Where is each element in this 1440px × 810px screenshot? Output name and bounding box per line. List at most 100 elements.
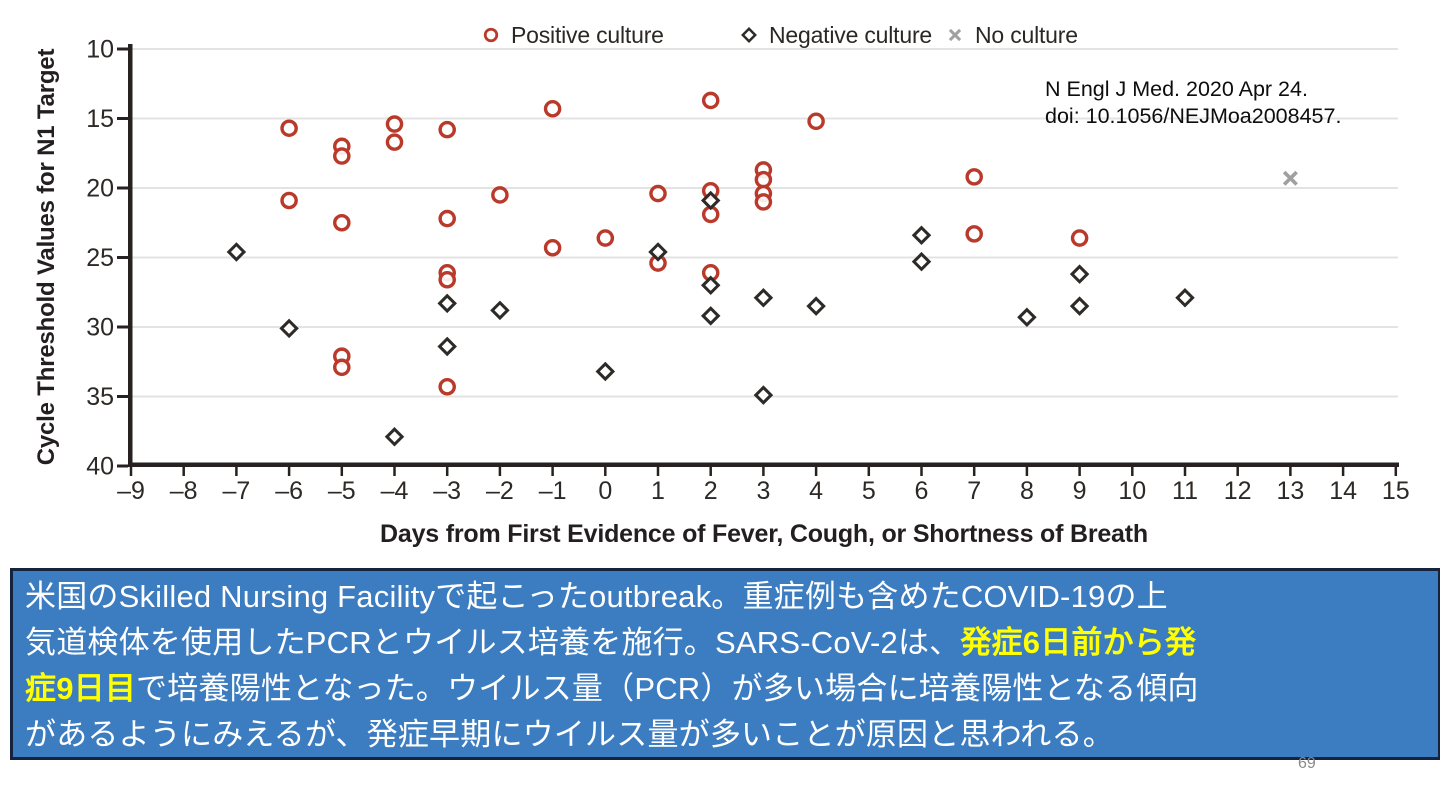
x-tick <box>1341 467 1345 476</box>
x-tick <box>762 467 765 476</box>
y-tick <box>117 464 128 468</box>
legend-label: Positive culture <box>511 21 664 48</box>
y-axis-line <box>128 44 133 467</box>
data-point-diamond <box>753 288 774 308</box>
y-tick-label: 35 <box>86 383 114 411</box>
x-tick <box>709 467 712 476</box>
x-tick-label: 2 <box>704 477 718 505</box>
data-point-circle <box>491 186 509 204</box>
x-tick <box>129 467 133 476</box>
data-point-circle <box>438 377 456 396</box>
data-point-diamond <box>1017 307 1037 328</box>
legend-item-no-culture: No culture <box>944 20 1078 50</box>
x-axis-line <box>128 462 1399 467</box>
open-diamond-icon <box>741 27 757 43</box>
data-point-diamond <box>911 251 932 272</box>
x-tick-label: 13 <box>1276 477 1304 505</box>
data-point-diamond <box>1175 288 1195 308</box>
data-point-diamond <box>700 190 721 211</box>
data-point-diamond <box>700 306 721 326</box>
caption-box: 米国のSkilled Nursing Facilityで起こったoutbreak… <box>10 568 1440 760</box>
caption-text: 気道検体を使用したPCRとウイルス培養を施行。SARS-CoV-2は、 <box>25 625 961 660</box>
data-point-circle <box>333 358 351 377</box>
caption-text: があるようにみえるが、発症早期にウイルス量が多いことが原因と思われる。 <box>25 717 1114 752</box>
x-tick-label: –4 <box>381 477 409 505</box>
y-tick <box>117 395 128 398</box>
x-tick <box>1394 467 1398 476</box>
legend-item-positive-culture: Positive culture <box>480 20 664 50</box>
data-point-diamond <box>648 242 668 262</box>
data-point-x <box>1282 170 1298 186</box>
caption-highlight-text: 症9日目 <box>25 671 137 706</box>
caption-line: 気道検体を使用したPCRとウイルス培養を施行。SARS-CoV-2は、発症6日前… <box>25 620 1438 666</box>
caption-highlight-text: 発症6日前から発 <box>960 625 1197 660</box>
data-point-circle <box>438 120 456 139</box>
x-tick-label: 1 <box>651 477 665 505</box>
data-point-circle <box>754 193 773 211</box>
data-point-diamond <box>437 293 457 314</box>
data-point-circle <box>438 270 456 289</box>
citation-line-1: N Engl J Med. 2020 Apr 24. <box>1045 77 1308 101</box>
x-tick-label: –1 <box>539 477 567 505</box>
data-point-circle <box>333 213 351 232</box>
x-tick <box>1183 467 1187 476</box>
data-point-circle <box>596 229 615 247</box>
y-tick-label: 40 <box>86 453 114 481</box>
data-point-circle <box>543 99 562 118</box>
x-tick-label: 9 <box>1073 477 1087 505</box>
caption-text: で培養陽性となった。ウイルス量（PCR）が多い場合に培養陽性となる傾向 <box>136 671 1199 706</box>
x-tick-label: 5 <box>862 477 876 505</box>
data-point-circle <box>333 147 351 165</box>
data-point-circle <box>1070 229 1089 247</box>
x-tick <box>656 467 660 476</box>
x-tick-label: 12 <box>1224 477 1252 505</box>
data-point-circle <box>965 225 983 243</box>
x-tick-label: 8 <box>1020 477 1034 505</box>
data-point-circle <box>754 170 773 189</box>
data-point-diamond <box>279 318 299 339</box>
legend-label: Negative culture <box>769 21 932 48</box>
data-point-circle <box>543 238 562 257</box>
chart-panel: 10 15 20 25 30 35 40 –9 –8 –7 –6 –5 –4 –3 –2 –1 0 1 2 3 4 5 6 7… <box>33 20 1410 549</box>
legend-item-negative-culture: Negative culture <box>738 20 932 50</box>
y-tick-label: 15 <box>86 105 114 133</box>
x-tick-label: 0 <box>598 477 612 505</box>
x-tick <box>182 467 185 476</box>
x-tick-label: –3 <box>433 477 461 505</box>
x-tick <box>1078 467 1081 476</box>
x-tick <box>1131 467 1134 476</box>
x-tick-label: 11 <box>1172 477 1198 505</box>
data-point-diamond <box>490 300 510 321</box>
x-tick-label: 7 <box>967 477 981 505</box>
data-point-circle <box>965 168 983 186</box>
data-point-diamond <box>753 385 774 405</box>
citation: N Engl J Med. 2020 Apr 24. doi: 10.1056/… <box>1045 76 1341 130</box>
data-point-circle <box>701 91 720 110</box>
data-point-circle <box>438 209 456 228</box>
x-axis-title: Days from First Evidence of Fever, Cough… <box>380 520 1148 548</box>
x-tick-label: 3 <box>756 477 770 505</box>
x-tick <box>1025 467 1029 476</box>
x-tick-label: –2 <box>486 477 514 505</box>
x-tick-label: –8 <box>170 477 198 505</box>
data-point-diamond <box>700 275 721 296</box>
data-point-diamond <box>437 336 457 357</box>
caption-line: 症9日目で培養陽性となった。ウイルス量（PCR）が多い場合に培養陽性となる傾向 <box>25 666 1438 712</box>
y-tick <box>117 325 128 329</box>
y-tick-label: 20 <box>86 175 114 203</box>
x-tick <box>340 467 344 476</box>
x-tick <box>551 467 554 476</box>
data-point-circle <box>483 27 499 43</box>
y-axis-title: Cycle Threshold Values for N1 Target <box>33 48 60 466</box>
data-point-circle <box>280 119 298 138</box>
x-tick <box>498 467 502 476</box>
x-tick <box>287 467 291 476</box>
data-point-diamond <box>741 27 757 43</box>
x-tick-label: 6 <box>915 477 929 505</box>
data-point-diamond <box>1069 296 1090 316</box>
x-tick <box>972 467 976 476</box>
x-tick-label: –6 <box>275 477 303 505</box>
series-positive-culture <box>280 91 1089 396</box>
